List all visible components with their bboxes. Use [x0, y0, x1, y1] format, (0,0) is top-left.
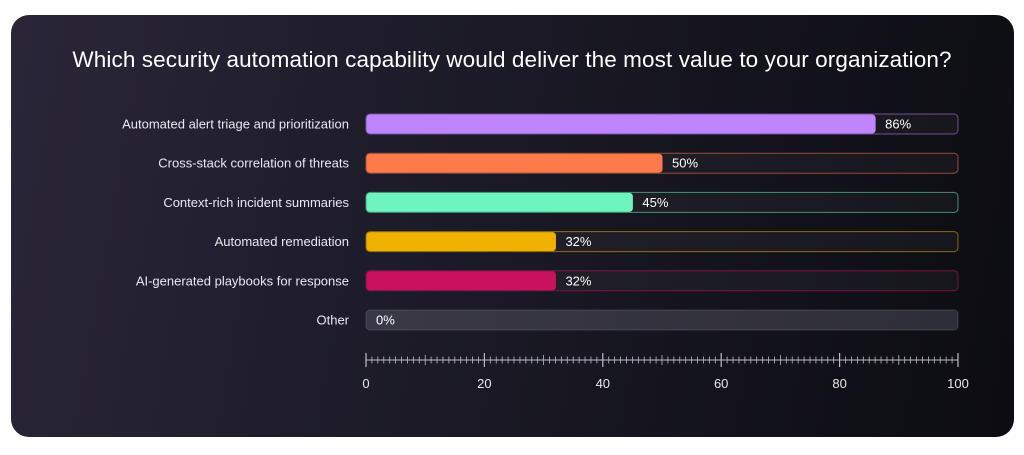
- value-label: 45%: [642, 195, 668, 210]
- bar-track: [365, 231, 959, 253]
- bar: [366, 192, 633, 212]
- bar-track: [365, 152, 959, 174]
- category-label: Other: [316, 313, 349, 328]
- category-label: Automated alert triage and prioritizatio…: [122, 117, 349, 132]
- value-label: 86%: [885, 117, 911, 132]
- chart-title: Which security automation capability wou…: [72, 47, 952, 72]
- x-tick-label: 0: [362, 376, 369, 391]
- category-label: AI-generated playbooks for response: [136, 273, 349, 288]
- category-label: Cross-stack correlation of threats: [158, 156, 349, 171]
- bar: [366, 114, 876, 134]
- category-label: Automated remediation: [215, 234, 349, 249]
- chart-card: [11, 15, 1014, 437]
- bar: [366, 271, 556, 291]
- value-label: 32%: [565, 273, 591, 288]
- x-tick-label: 100: [947, 376, 969, 391]
- bar: [366, 310, 958, 330]
- x-tick-label: 80: [832, 376, 846, 391]
- bar-track: [365, 270, 959, 292]
- bar-track: [365, 191, 959, 213]
- value-label: 32%: [565, 234, 591, 249]
- category-label: Context-rich incident summaries: [163, 195, 349, 210]
- bar: [366, 153, 663, 173]
- bar: [366, 232, 556, 252]
- bar-track: [365, 309, 959, 331]
- x-tick-label: 20: [477, 376, 491, 391]
- bar-track: [365, 113, 959, 135]
- x-tick-label: 60: [714, 376, 728, 391]
- value-label: 50%: [672, 156, 698, 171]
- x-tick-label: 40: [596, 376, 610, 391]
- value-label: 0%: [376, 313, 395, 328]
